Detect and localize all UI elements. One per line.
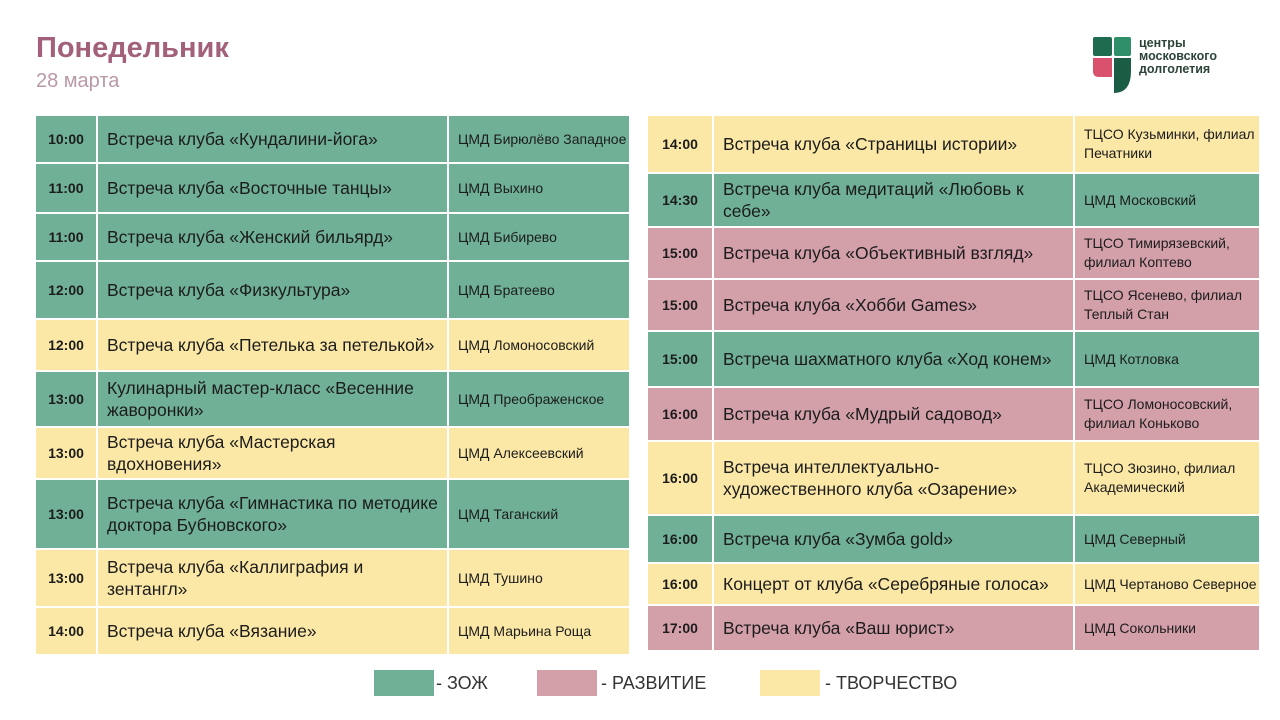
schedule-row: 15:00 Встреча шахматного клуба «Ход конем… [646, 330, 1261, 388]
event-location: ЦМД Бирюлёво Западное [447, 114, 631, 164]
event-title: Встреча клуба «Мастерская вдохновения» [96, 426, 449, 480]
event-title: Встреча клуба «Зумба gold» [712, 514, 1075, 564]
schedule-row: 11:00 Встреча клуба «Женский бильярд» ЦМД … [34, 212, 631, 262]
schedule-row: 13:00 Встреча клуба «Гимнастика по методи… [34, 478, 631, 550]
event-location: ТЦСО Зюзино, филиал Академический [1073, 440, 1261, 516]
logo-text: центры московского долголетия [1139, 36, 1217, 76]
event-title: Встреча клуба «Мудрый садовод» [712, 386, 1075, 442]
event-location: ЦМД Братеево [447, 260, 631, 320]
event-time: 15:00 [646, 278, 714, 332]
event-location: ЦМД Марьина Роща [447, 606, 631, 656]
schedule-row: 13:00 Встреча клуба «Каллиграфия и зентан… [34, 548, 631, 608]
legend-label: - ЗОЖ [436, 673, 488, 693]
event-time: 14:00 [34, 606, 98, 656]
event-title: Концерт от клуба «Серебряные голоса» [712, 562, 1075, 606]
event-time: 12:00 [34, 318, 98, 372]
event-location: ЦМД Котловка [1073, 330, 1261, 388]
schedule-row: 16:00 Концерт от клуба «Серебряные голоса… [646, 562, 1261, 606]
event-location: ЦМД Бибирево [447, 212, 631, 262]
event-title: Встреча интеллектуально-художественного … [712, 440, 1075, 516]
event-time: 11:00 [34, 162, 98, 214]
event-location: ТЦСО Ломоносовский, филиал Коньково [1073, 386, 1261, 442]
event-title: Встреча клуба «Ваш юрист» [712, 604, 1075, 652]
event-title: Встреча клуба «Вязание» [96, 606, 449, 656]
schedule-row: 17:00 Встреча клуба «Ваш юрист» ЦМД Соколь… [646, 604, 1261, 652]
event-time: 16:00 [646, 440, 714, 516]
event-time: 17:00 [646, 604, 714, 652]
schedule-row: 10:00 Встреча клуба «Кундалини-йога» ЦМД Б… [34, 114, 631, 164]
event-time: 12:00 [34, 260, 98, 320]
schedule-row: 12:00 Встреча клуба «Петелька за петелько… [34, 318, 631, 372]
event-title: Встреча клуба «Объективный взгляд» [712, 226, 1075, 280]
event-location: ЦМД Тушино [447, 548, 631, 608]
event-location: ЦМД Выхино [447, 162, 631, 214]
event-location: ЦМД Московский [1073, 172, 1261, 228]
schedule-row: 15:00 Встреча клуба «Объективный взгляд» Т… [646, 226, 1261, 280]
schedule-row: 15:00 Встреча клуба «Хобби Games» ТЦСО Ясе… [646, 278, 1261, 332]
schedule-row: 12:00 Встреча клуба «Физкультура» ЦМД Брат… [34, 260, 631, 320]
event-time: 13:00 [34, 426, 98, 480]
event-location: ЦМД Чертаново Северное [1073, 562, 1261, 606]
page-title: Понедельник [36, 32, 229, 64]
schedule-row: 16:00 Встреча клуба «Мудрый садовод» ТЦСО … [646, 386, 1261, 442]
event-title: Встреча клуба «Гимнастика по методике до… [96, 478, 449, 550]
event-time: 10:00 [34, 114, 98, 164]
schedule-row: 16:00 Встреча клуба «Зумба gold» ЦМД Север… [646, 514, 1261, 564]
event-title: Встреча клуба «Страницы истории» [712, 114, 1075, 174]
schedule-table-right: 14:00 Встреча клуба «Страницы истории» ТЦС… [646, 114, 1261, 652]
event-time: 13:00 [34, 478, 98, 550]
schedule-row: 13:00 Кулинарный мастер-класс «Весенние ж… [34, 370, 631, 428]
logo: центры московского долголетия [1093, 37, 1253, 95]
event-title: Встреча клуба «Петелька за петелькой» [96, 318, 449, 372]
legend-swatch [537, 670, 597, 696]
schedule-table-left: 10:00 Встреча клуба «Кундалини-йога» ЦМД Б… [34, 114, 631, 656]
event-time: 16:00 [646, 514, 714, 564]
event-location: ТЦСО Кузьминки, филиал Печатники [1073, 114, 1261, 174]
event-time: 15:00 [646, 226, 714, 280]
event-title: Встреча шахматного клуба «Ход конем» [712, 330, 1075, 388]
event-title: Встреча клуба «Каллиграфия и зентангл» [96, 548, 449, 608]
legend-label: - ТВОРЧЕСТВО [825, 673, 958, 693]
schedule-row: 14:00 Встреча клуба «Вязание» ЦМД Марьина … [34, 606, 631, 656]
schedule-row: 13:00 Встреча клуба «Мастерская вдохновен… [34, 426, 631, 480]
legend-swatch [760, 670, 820, 696]
page-date: 28 марта [36, 70, 120, 92]
legend-swatch [374, 670, 434, 696]
event-time: 16:00 [646, 562, 714, 606]
event-location: ЦМД Северный [1073, 514, 1261, 564]
event-location: ТЦСО Ясенево, филиал Теплый Стан [1073, 278, 1261, 332]
schedule-row: 14:30 Встреча клуба медитаций «Любовь к с… [646, 172, 1261, 228]
event-location: ЦМД Преображенское [447, 370, 631, 428]
event-time: 13:00 [34, 548, 98, 608]
event-location: ЦМД Сокольники [1073, 604, 1261, 652]
logo-mark-icon [1093, 37, 1131, 93]
schedule-row: 11:00 Встреча клуба «Восточные танцы» ЦМД … [34, 162, 631, 214]
event-location: ЦМД Ломоносовский [447, 318, 631, 372]
event-title: Встреча клуба «Женский бильярд» [96, 212, 449, 262]
event-title: Встреча клуба медитаций «Любовь к себе» [712, 172, 1075, 228]
event-location: ТЦСО Тимирязевский, филиал Коптево [1073, 226, 1261, 280]
event-location: ЦМД Алексеевский [447, 426, 631, 480]
schedule-row: 14:00 Встреча клуба «Страницы истории» ТЦС… [646, 114, 1261, 174]
event-time: 14:30 [646, 172, 714, 228]
event-title: Встреча клуба «Хобби Games» [712, 278, 1075, 332]
event-title: Кулинарный мастер-класс «Весенние жаворо… [96, 370, 449, 428]
event-time: 13:00 [34, 370, 98, 428]
event-time: 15:00 [646, 330, 714, 388]
legend-label: - РАЗВИТИЕ [601, 673, 707, 693]
event-title: Встреча клуба «Кундалини-йога» [96, 114, 449, 164]
event-title: Встреча клуба «Восточные танцы» [96, 162, 449, 214]
event-time: 11:00 [34, 212, 98, 262]
schedule-row: 16:00 Встреча интеллектуально-художествен… [646, 440, 1261, 516]
event-location: ЦМД Таганский [447, 478, 631, 550]
event-time: 14:00 [646, 114, 714, 174]
event-time: 16:00 [646, 386, 714, 442]
event-title: Встреча клуба «Физкультура» [96, 260, 449, 320]
